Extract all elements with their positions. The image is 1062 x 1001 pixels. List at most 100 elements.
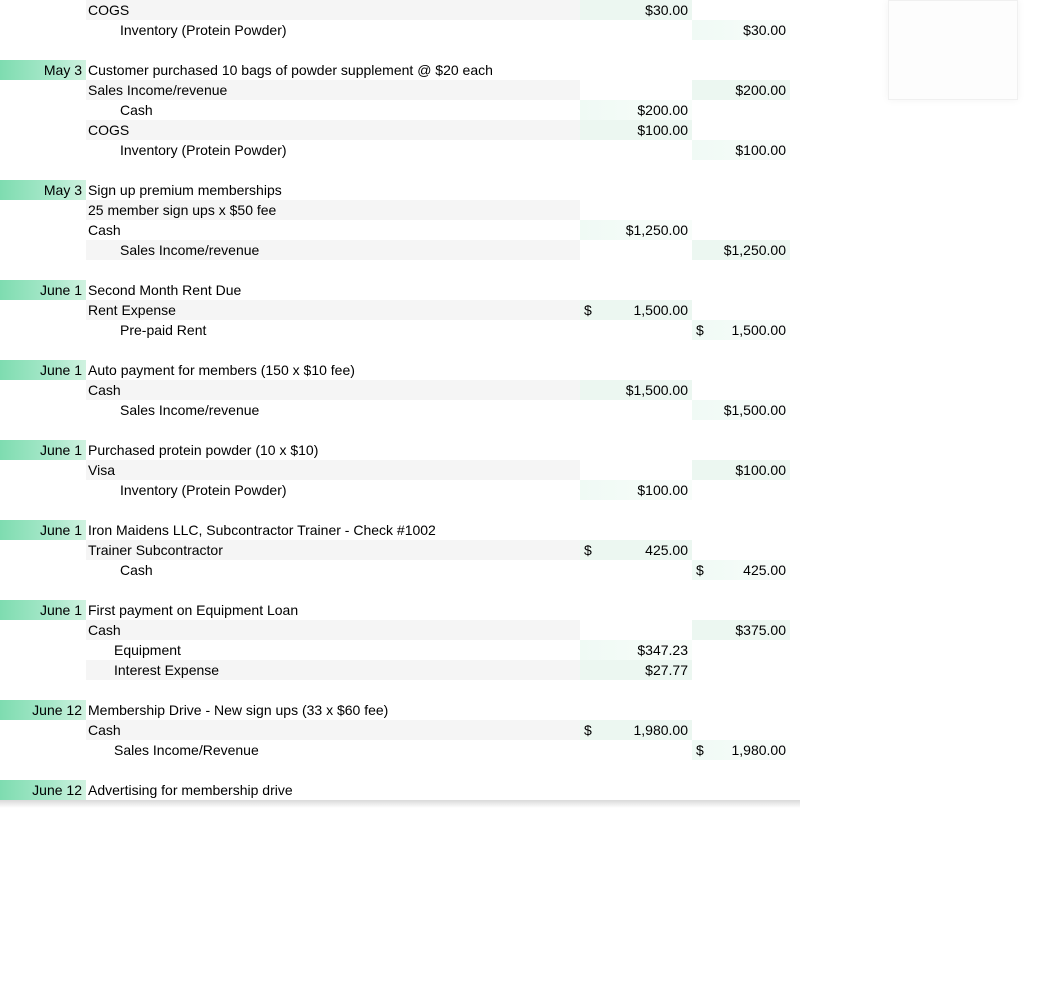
debit-cell: $1,980.00 xyxy=(580,720,692,740)
credit-cell: $200.00 xyxy=(692,80,790,100)
credit-amount: $375.00 xyxy=(696,620,786,640)
credit-cell: $375.00 xyxy=(692,620,790,640)
description-cell: Cash xyxy=(86,220,580,240)
ledger-row xyxy=(0,260,800,280)
ledger-row xyxy=(0,340,800,360)
side-panel xyxy=(888,0,1018,100)
description-cell: Inventory (Protein Powder) xyxy=(86,20,580,40)
description-cell: Cash xyxy=(86,620,580,640)
description-cell: Sales Income/revenue xyxy=(86,240,580,260)
currency-symbol: $ xyxy=(584,300,592,320)
credit-cell: $1,500.00 xyxy=(692,320,790,340)
description-cell: Equipment xyxy=(86,640,580,660)
ledger-row: June 1Iron Maidens LLC, Subcontractor Tr… xyxy=(0,520,800,540)
debit-amount: $100.00 xyxy=(584,120,688,140)
ledger-row: Sales Income/revenue $200.00 xyxy=(0,80,800,100)
description-cell: Interest Expense xyxy=(86,660,580,680)
date-cell: May 3 xyxy=(0,180,86,200)
description-cell: Rent Expense xyxy=(86,300,580,320)
description-cell: Second Month Rent Due xyxy=(86,280,580,300)
ledger-row: Equipment$347.23 xyxy=(0,640,800,660)
description-cell: Visa xyxy=(86,460,580,480)
description-cell: COGS xyxy=(86,0,580,20)
ledger-row: June 1Purchased protein powder (10 x $10… xyxy=(0,440,800,460)
debit-cell: $100.00 xyxy=(580,480,692,500)
ledger-row: COGS$100.00 xyxy=(0,120,800,140)
ledger-row: Pre-paid Rent $1,500.00 xyxy=(0,320,800,340)
ledger-row: Inventory (Protein Powder) $100.00 xyxy=(0,140,800,160)
description-cell: Sign up premium memberships xyxy=(86,180,580,200)
ledger-row: Cash$200.00 xyxy=(0,100,800,120)
description-cell: Advertising for membership drive xyxy=(86,780,580,800)
debit-amount: $27.77 xyxy=(584,660,688,680)
description-cell: Purchased protein powder (10 x $10) xyxy=(86,440,580,460)
ledger-row: Interest Expense$27.77 xyxy=(0,660,800,680)
credit-cell: $30.00 xyxy=(692,20,790,40)
description-cell: Inventory (Protein Powder) xyxy=(86,480,580,500)
date-cell: May 3 xyxy=(0,60,86,80)
ledger-row: June 12Advertising for membership drive xyxy=(0,780,800,800)
ledger-row: June 1First payment on Equipment Loan xyxy=(0,600,800,620)
description-cell: Iron Maidens LLC, Subcontractor Trainer … xyxy=(86,520,580,540)
debit-amount: $1,250.00 xyxy=(584,220,688,240)
credit-cell: $425.00 xyxy=(692,560,790,580)
description-cell: Customer purchased 10 bags of powder sup… xyxy=(86,60,580,80)
ledger-row: May 3Sign up premium memberships xyxy=(0,180,800,200)
credit-amount: 1,500.00 xyxy=(704,320,786,340)
currency-symbol: $ xyxy=(584,540,592,560)
credit-amount: $100.00 xyxy=(696,460,786,480)
credit-amount: $1,500.00 xyxy=(696,400,786,420)
ledger-row: May 3Customer purchased 10 bags of powde… xyxy=(0,60,800,80)
credit-cell: $1,250.00 xyxy=(692,240,790,260)
debit-amount: 1,500.00 xyxy=(592,300,688,320)
credit-amount: $30.00 xyxy=(696,20,786,40)
ledger-row: Trainer Subcontractor$425.00 xyxy=(0,540,800,560)
ledger-row: Visa $100.00 xyxy=(0,460,800,480)
ledger-row: Inventory (Protein Powder)$100.00 xyxy=(0,480,800,500)
debit-cell: $1,500.00 xyxy=(580,380,692,400)
ledger-row: Rent Expense$1,500.00 xyxy=(0,300,800,320)
debit-amount: $200.00 xyxy=(584,100,688,120)
debit-amount: $100.00 xyxy=(584,480,688,500)
ledger-row: June 12Membership Drive - New sign ups (… xyxy=(0,700,800,720)
description-cell: Cash xyxy=(86,100,580,120)
currency-symbol: $ xyxy=(584,720,592,740)
description-cell: Membership Drive - New sign ups (33 x $6… xyxy=(86,700,580,720)
description-cell: Inventory (Protein Powder) xyxy=(86,140,580,160)
debit-cell: $200.00 xyxy=(580,100,692,120)
ledger-row xyxy=(0,500,800,520)
description-cell: Sales Income/revenue xyxy=(86,80,580,100)
ledger-row: Cash $375.00 xyxy=(0,620,800,640)
ledger-row: COGS$30.00 xyxy=(0,0,800,20)
date-cell: June 1 xyxy=(0,440,86,460)
currency-symbol: $ xyxy=(696,740,704,760)
debit-cell: $30.00 xyxy=(580,0,692,20)
credit-cell: $1,980.00 xyxy=(692,740,790,760)
description-cell: Trainer Subcontractor xyxy=(86,540,580,560)
description-cell: 25 member sign ups x $50 fee xyxy=(86,200,580,220)
debit-cell: $1,500.00 xyxy=(580,300,692,320)
credit-amount: 1,980.00 xyxy=(704,740,786,760)
ledger-row xyxy=(0,580,800,600)
description-cell: Cash xyxy=(86,560,580,580)
credit-amount: $100.00 xyxy=(696,140,786,160)
ledger-row xyxy=(0,420,800,440)
credit-amount: $1,250.00 xyxy=(696,240,786,260)
ledger-row: Cash$1,250.00 xyxy=(0,220,800,240)
ledger-row xyxy=(0,680,800,700)
debit-amount: $347.23 xyxy=(584,640,688,660)
description-cell: First payment on Equipment Loan xyxy=(86,600,580,620)
debit-amount: $1,500.00 xyxy=(584,380,688,400)
ledger-row: Sales Income/Revenue$1,980.00 xyxy=(0,740,800,760)
debit-cell: $425.00 xyxy=(580,540,692,560)
description-cell: Pre-paid Rent xyxy=(86,320,580,340)
date-cell: June 12 xyxy=(0,780,86,800)
credit-amount: 425.00 xyxy=(704,560,786,580)
debit-cell: $27.77 xyxy=(580,660,692,680)
description-cell: Cash xyxy=(86,720,580,740)
ledger-row xyxy=(0,160,800,180)
ledger-row: Cash$1,980.00 xyxy=(0,720,800,740)
ledger-row: Sales Income/revenue $1,250.00 xyxy=(0,240,800,260)
debit-cell: $347.23 xyxy=(580,640,692,660)
credit-cell: $100.00 xyxy=(692,140,790,160)
